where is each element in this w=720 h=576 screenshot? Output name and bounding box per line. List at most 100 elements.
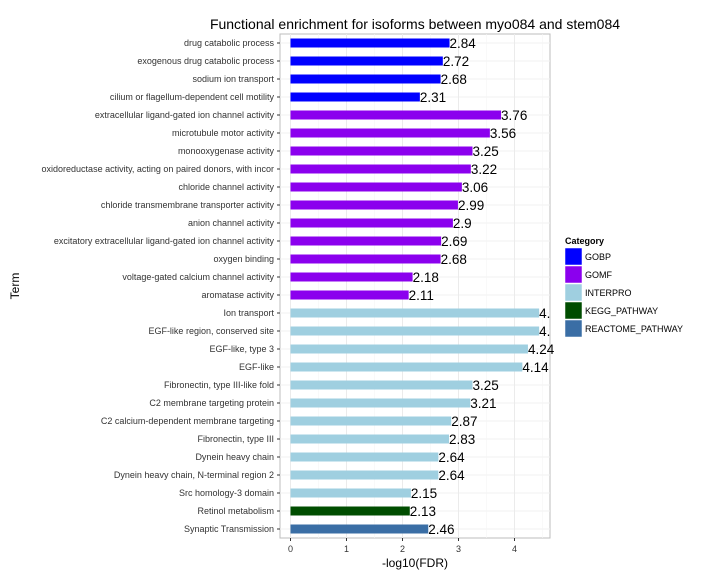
y-tick-label: exogenous drug catabolic process — [137, 56, 274, 66]
legend-title: Category — [565, 236, 604, 246]
x-axis-ticks: 0 1 2 3 4 — [288, 538, 517, 554]
data-label: 3.25 — [473, 378, 499, 393]
bar-cilium-or-flagellum-dependent-cell-motility — [290, 92, 420, 102]
y-tick-label: Dynein heavy chain — [195, 452, 274, 462]
y-tick-label: excitatory extracellular ligand-gated io… — [54, 236, 275, 246]
legend-key-gomf — [564, 265, 583, 284]
bar-fibronectin-type-iii-like-fold — [290, 380, 473, 390]
legend-label: GOBP — [585, 252, 611, 262]
y-tick-label: voltage-gated calcium channel activity — [122, 272, 274, 282]
bar-extracellular-ligand-gated-ion-channel-activity — [290, 110, 502, 120]
x-tick-label: 3 — [456, 544, 461, 554]
data-label: 2.68 — [441, 252, 467, 267]
data-labels-group: 2.84 2.72 2.68 2.31 3.76 3.56 3.25 3.22 3.06 2.99… — [409, 36, 555, 537]
y-tick-label: Dynein heavy chain, N-terminal region 2 — [114, 470, 274, 480]
legend-key-reactome-pathway — [564, 319, 583, 338]
data-label: 3.25 — [473, 144, 499, 159]
legend-label: INTERPRO — [585, 288, 632, 298]
data-label: 2.72 — [443, 54, 469, 69]
data-label: 3.22 — [471, 162, 497, 177]
bar-oxidoreductase-activity-acting-on-paired-donors-with-incor — [290, 164, 471, 174]
bar-dynein-heavy-chain-n-terminal-region-2 — [290, 470, 439, 480]
bar-src-homology-3-domain — [290, 488, 411, 498]
y-tick-label: Ion transport — [223, 308, 274, 318]
bar-dynein-heavy-chain — [290, 452, 439, 462]
data-label: 2.64 — [438, 450, 465, 465]
data-label: 4. — [539, 306, 550, 321]
legend: Category GOBP GOMF INTERPRO KEGG_PATHWAY REA… — [564, 236, 683, 338]
legend-label: REACTOME_PATHWAY — [585, 324, 683, 334]
data-label: 2.15 — [411, 486, 437, 501]
y-tick-label: aromatase activity — [201, 290, 274, 300]
data-label: 2.13 — [410, 504, 436, 519]
legend-key-kegg-pathway — [564, 301, 583, 320]
data-label: 4.14 — [522, 360, 549, 375]
bar-retinol-metabolism — [290, 506, 410, 516]
y-tick-label: microtubule motor activity — [172, 128, 275, 138]
y-tick-label: chloride channel activity — [178, 182, 274, 192]
legend-key-gobp — [564, 247, 583, 266]
bar-chloride-channel-activity — [290, 182, 462, 192]
bar-egf-like-type-3 — [290, 344, 528, 354]
chart-title: Functional enrichment for isoforms betwe… — [210, 16, 620, 32]
data-label: 2.18 — [413, 270, 439, 285]
y-tick-label: Fibronectin, type III — [197, 434, 274, 444]
data-label: 4.24 — [528, 342, 555, 357]
y-tick-label: sodium ion transport — [192, 74, 274, 84]
bar-oxygen-binding — [290, 254, 441, 264]
bar-ion-transport — [290, 308, 540, 318]
bar-chloride-transmembrane-transporter-activity — [290, 200, 458, 210]
y-tick-label: oxygen binding — [213, 254, 274, 264]
y-tick-label: EGF-like — [239, 362, 274, 372]
y-tick-label: oxidoreductase activity, acting on paire… — [42, 164, 274, 174]
data-label: 4. — [539, 324, 550, 339]
bar-egf-like-region-conserved-site — [290, 326, 540, 336]
bar-aromatase-activity — [290, 290, 409, 300]
bar-monooxygenase-activity — [290, 146, 473, 156]
y-tick-label: C2 membrane targeting protein — [149, 398, 274, 408]
data-label: 2.83 — [449, 432, 475, 447]
bar-egf-like — [290, 362, 523, 372]
x-tick-label: 4 — [512, 544, 517, 554]
bars-group — [290, 38, 540, 534]
data-label: 2.11 — [409, 288, 434, 303]
y-tick-label: Src homology-3 domain — [179, 488, 274, 498]
x-tick-label: 1 — [344, 544, 349, 554]
data-label: 2.69 — [441, 234, 467, 249]
bar-synaptic-transmission — [290, 524, 429, 534]
data-label: 2.84 — [450, 36, 477, 51]
data-label: 3.76 — [501, 108, 527, 123]
bar-drug-catabolic-process — [290, 38, 450, 48]
y-tick-label: drug catabolic process — [184, 38, 275, 48]
legend-label: GOMF — [585, 270, 612, 280]
y-tick-label: Synaptic Transmission — [184, 524, 274, 534]
bar-c2-membrane-targeting-protein — [290, 398, 471, 408]
y-tick-label: C2 calcium-dependent membrane targeting — [101, 416, 274, 426]
data-label: 2.99 — [458, 198, 484, 213]
y-axis-title: Term — [8, 273, 22, 300]
bar-c2-calcium-dependent-membrane-targeting — [290, 416, 452, 426]
y-tick-label: EGF-like region, conserved site — [148, 326, 274, 336]
y-tick-label: Fibronectin, type III-like fold — [164, 380, 274, 390]
data-label: 3.06 — [462, 180, 488, 195]
y-axis-ticks: drug catabolic process exogenous drug cat… — [42, 38, 280, 534]
x-tick-label: 2 — [400, 544, 405, 554]
data-label: 2.68 — [441, 72, 467, 87]
y-tick-label: chloride transmembrane transporter activ… — [101, 200, 275, 210]
data-label: 2.64 — [438, 468, 465, 483]
data-label: 2.46 — [428, 522, 454, 537]
legend-label: KEGG_PATHWAY — [585, 306, 658, 316]
bar-microtubule-motor-activity — [290, 128, 490, 138]
bar-voltage-gated-calcium-channel-activity — [290, 272, 413, 282]
y-tick-label: extracellular ligand-gated ion channel a… — [95, 110, 275, 120]
y-tick-label: anion channel activity — [188, 218, 275, 228]
y-tick-label: EGF-like, type 3 — [209, 344, 274, 354]
data-label: 3.56 — [490, 126, 516, 141]
bar-excitatory-extracellular-ligand-gated-ion-channel-activity — [290, 236, 442, 246]
data-label: 2.9 — [453, 216, 472, 231]
bar-fibronectin-type-iii — [290, 434, 449, 444]
x-axis-title: -log10(FDR) — [382, 556, 448, 570]
data-label: 3.21 — [470, 396, 496, 411]
bar-sodium-ion-transport — [290, 74, 441, 84]
data-label: 2.87 — [451, 414, 477, 429]
